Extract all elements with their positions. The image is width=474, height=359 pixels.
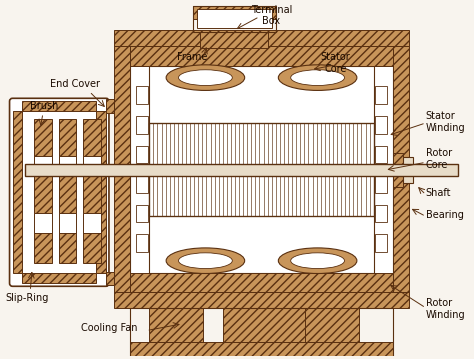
- Bar: [374, 175, 387, 193]
- Bar: [374, 205, 387, 222]
- Bar: [136, 205, 148, 222]
- Bar: [393, 46, 409, 292]
- Text: Terminal
Box: Terminal Box: [251, 5, 292, 27]
- Ellipse shape: [278, 248, 357, 274]
- Bar: [136, 87, 148, 104]
- Text: Frame: Frame: [177, 52, 208, 62]
- Bar: [201, 32, 268, 48]
- Bar: [197, 9, 273, 28]
- Bar: [106, 271, 114, 285]
- FancyBboxPatch shape: [9, 98, 109, 286]
- Bar: [83, 233, 101, 263]
- Bar: [149, 66, 374, 272]
- Bar: [136, 145, 148, 163]
- Text: Bearing: Bearing: [426, 210, 464, 219]
- Bar: [149, 123, 374, 216]
- Bar: [106, 99, 114, 113]
- Text: Stator
Winding: Stator Winding: [426, 111, 465, 133]
- Text: Rotor
Winding: Rotor Winding: [426, 298, 465, 320]
- Bar: [129, 46, 393, 292]
- Bar: [59, 233, 76, 263]
- Bar: [22, 274, 96, 283]
- Bar: [12, 111, 22, 274]
- Bar: [22, 101, 96, 111]
- Text: End Cover: End Cover: [49, 79, 100, 89]
- Text: Cooling Fan: Cooling Fan: [81, 323, 137, 333]
- Bar: [96, 111, 106, 274]
- Bar: [34, 176, 52, 214]
- Bar: [114, 292, 409, 308]
- Bar: [149, 308, 203, 342]
- Bar: [136, 175, 148, 193]
- Bar: [83, 119, 101, 157]
- Bar: [374, 145, 387, 163]
- Bar: [223, 308, 321, 342]
- Ellipse shape: [166, 248, 245, 274]
- Bar: [59, 214, 76, 233]
- Bar: [114, 31, 409, 46]
- Bar: [374, 234, 387, 252]
- Bar: [83, 176, 101, 214]
- Bar: [25, 164, 458, 176]
- Bar: [374, 116, 387, 134]
- Bar: [129, 272, 393, 292]
- Text: Slip-Ring: Slip-Ring: [6, 293, 49, 303]
- Bar: [129, 46, 393, 66]
- Bar: [114, 46, 129, 292]
- Bar: [59, 176, 76, 214]
- Bar: [192, 6, 276, 32]
- Bar: [83, 157, 101, 176]
- Bar: [34, 157, 52, 176]
- Bar: [393, 153, 403, 187]
- Text: Brush: Brush: [30, 101, 59, 111]
- Bar: [136, 116, 148, 134]
- Bar: [59, 157, 76, 176]
- Ellipse shape: [179, 253, 232, 269]
- Bar: [34, 233, 52, 263]
- Bar: [192, 6, 276, 19]
- Bar: [305, 308, 359, 342]
- Bar: [83, 214, 101, 233]
- Text: Rotor
Core: Rotor Core: [426, 149, 452, 170]
- Ellipse shape: [291, 70, 345, 85]
- Ellipse shape: [291, 253, 345, 269]
- Bar: [34, 214, 52, 233]
- Bar: [59, 119, 76, 157]
- Ellipse shape: [179, 70, 232, 85]
- Bar: [34, 119, 52, 157]
- Bar: [129, 342, 393, 359]
- Text: Shaft: Shaft: [426, 188, 451, 198]
- Bar: [374, 87, 387, 104]
- Bar: [129, 308, 393, 359]
- Bar: [136, 234, 148, 252]
- Ellipse shape: [278, 65, 357, 90]
- Bar: [403, 157, 413, 183]
- Bar: [149, 123, 374, 216]
- Text: Stator
Core: Stator Core: [320, 52, 350, 74]
- Ellipse shape: [166, 65, 245, 90]
